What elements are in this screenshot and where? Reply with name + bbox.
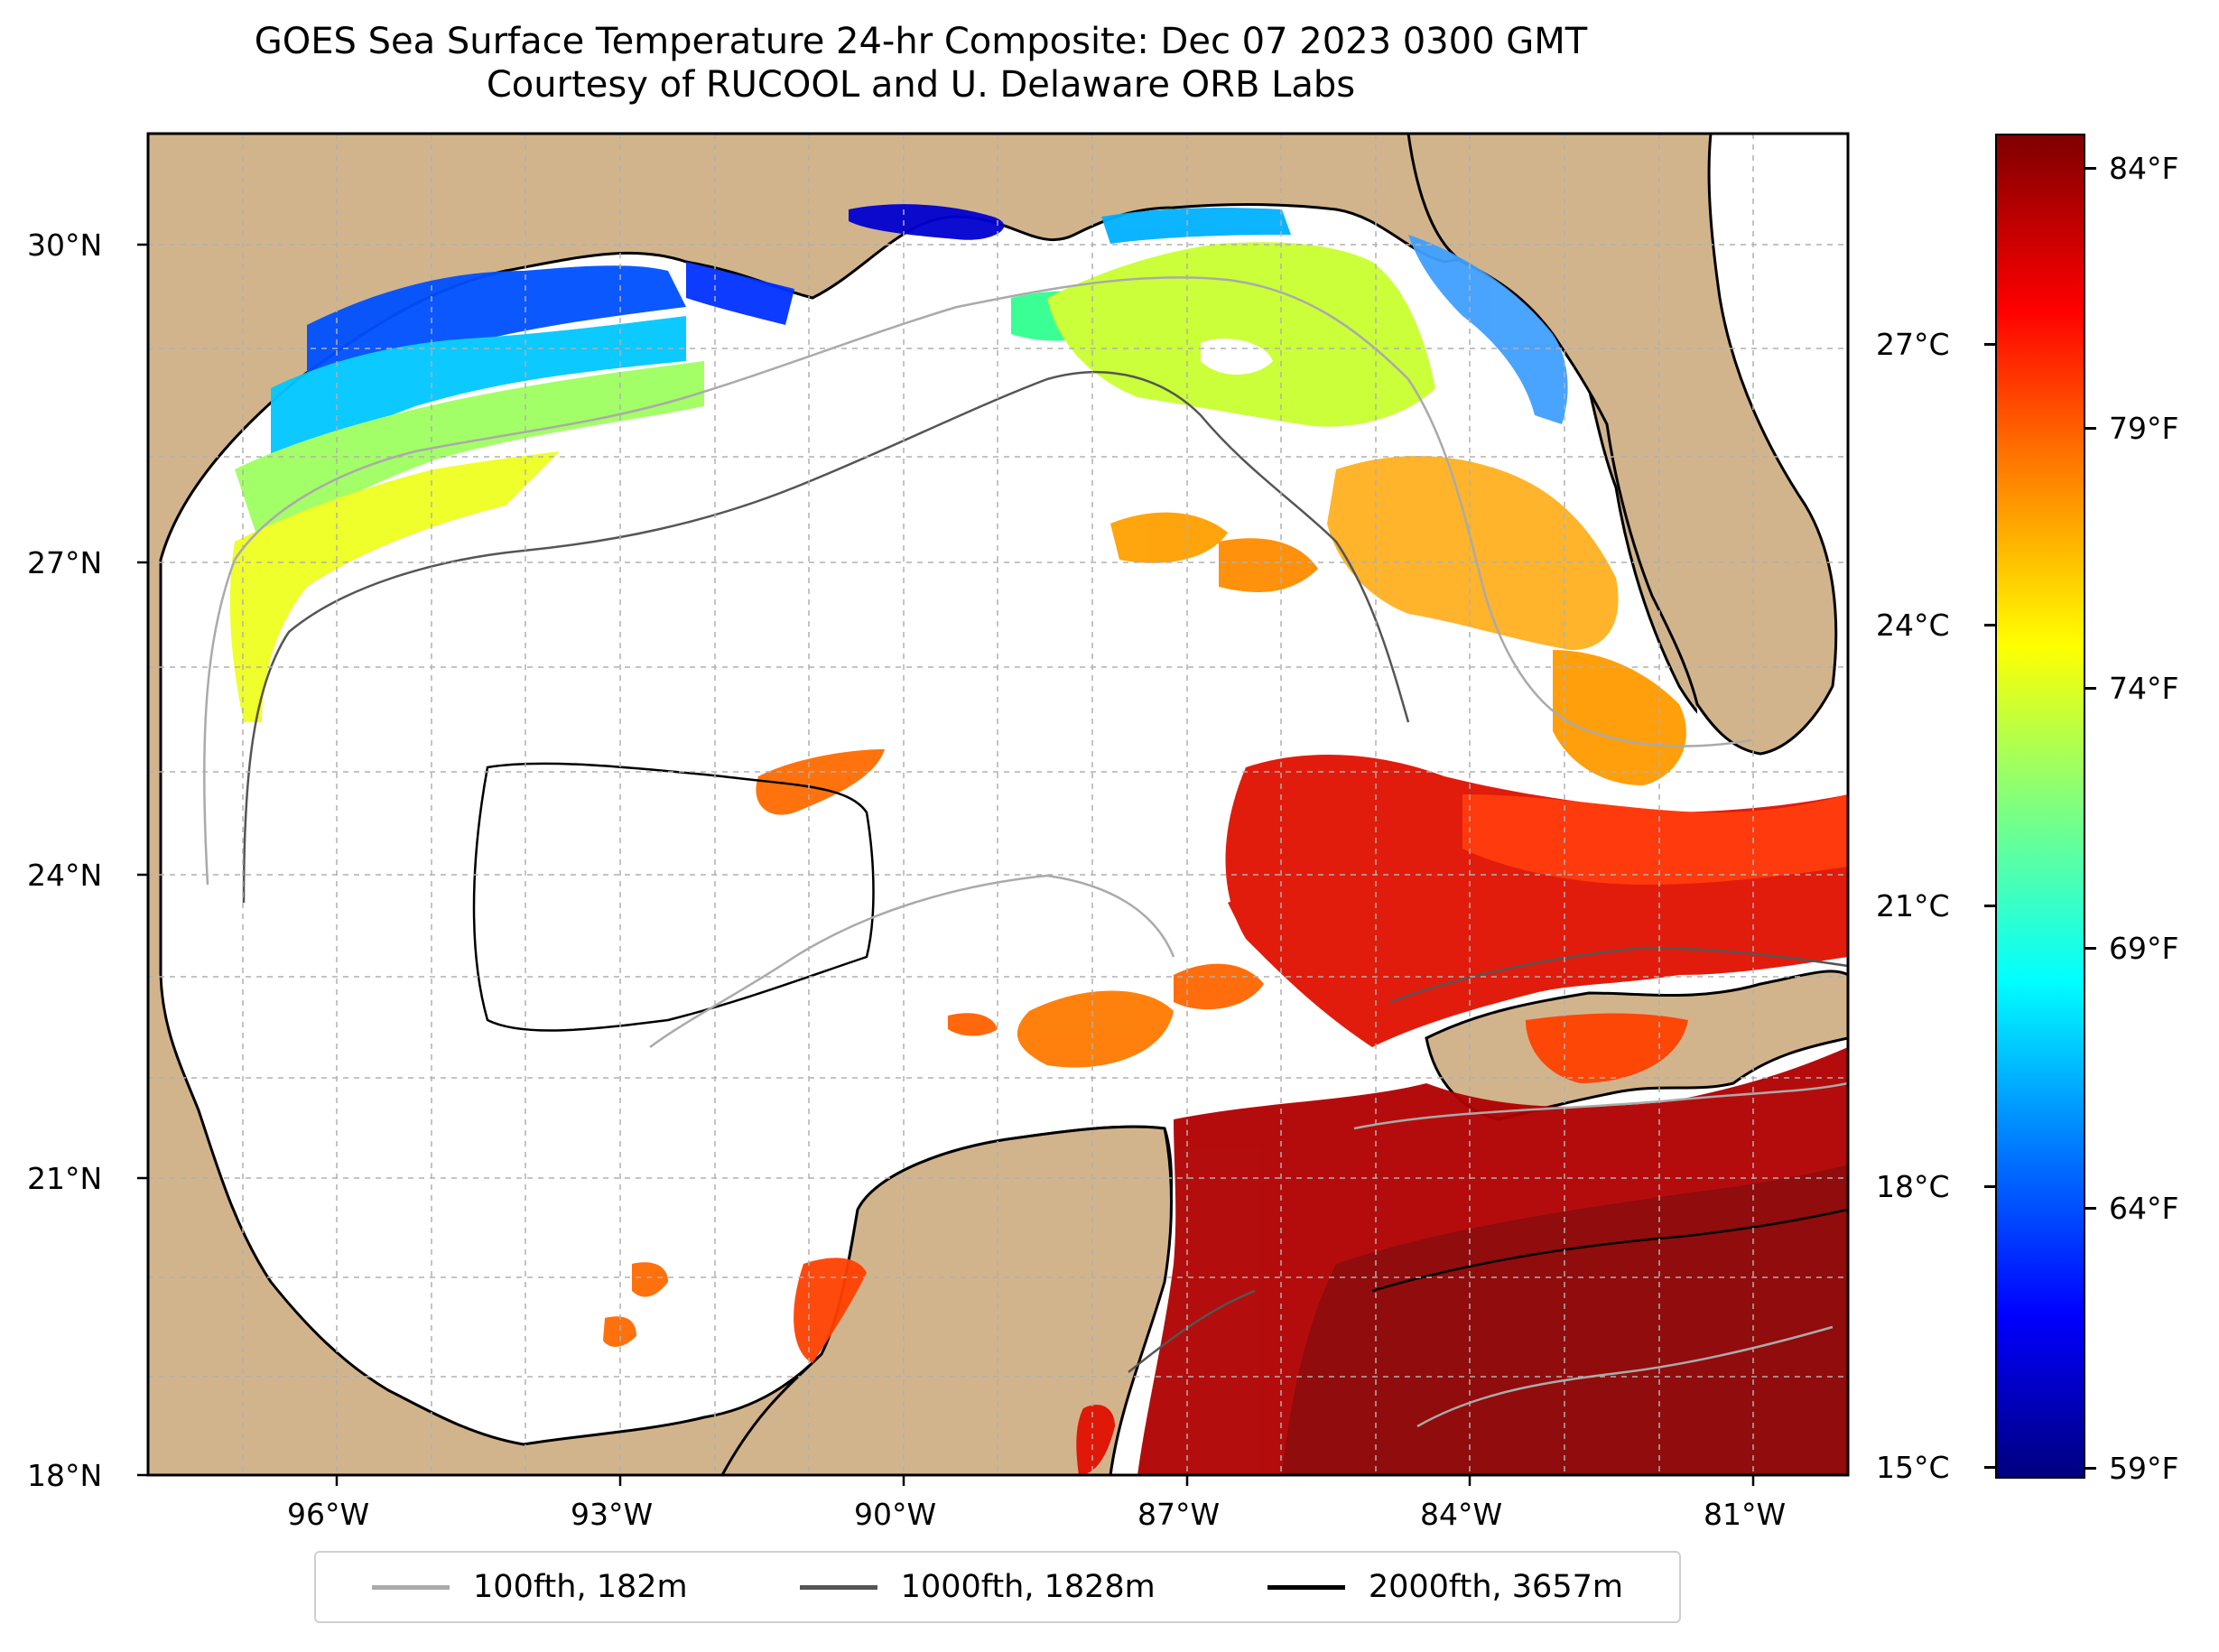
lon-label-84w: 84°W [1420, 1497, 1503, 1532]
legend-label-100fth: 100fth, 182m [473, 1569, 688, 1605]
yucatan-land [720, 1125, 1173, 1475]
cbar-label-79f: 79°F [2109, 411, 2179, 446]
title-line-2: Courtesy of RUCOOL and U. Delaware ORB L… [486, 64, 1356, 106]
lat-label-27n: 27°N [27, 545, 103, 580]
bathymetry-contours [203, 276, 1848, 1428]
cbar-tick-27c [1984, 343, 1995, 346]
cbar-tick-69f [2085, 947, 2096, 950]
cbar-label-74f: 74°F [2109, 671, 2179, 706]
cbar-label-59f: 59°F [2109, 1451, 2179, 1486]
cbar-tick-64f [2085, 1207, 2096, 1210]
temperature-colorbar [1995, 134, 2085, 1479]
legend-item-2000fth: 2000fth, 3657m [1267, 1569, 1623, 1605]
cbar-label-27c: 27°C [1876, 327, 1950, 362]
cbar-label-24c: 24°C [1876, 608, 1950, 643]
bathymetry-legend: 100fth, 182m 1000fth, 1828m 2000fth, 365… [314, 1551, 1681, 1623]
legend-line-100fth [372, 1584, 450, 1590]
lat-label-21n: 21°N [27, 1161, 103, 1196]
cbar-label-18c: 18°C [1876, 1169, 1950, 1204]
lat-label-24n: 24°N [27, 858, 103, 893]
cbar-tick-74f [2085, 687, 2096, 690]
graticule [148, 134, 1848, 1475]
cbar-label-15c: 15°C [1876, 1450, 1950, 1485]
cbar-tick-79f [2085, 427, 2096, 430]
legend-item-1000fth: 1000fth, 1828m [799, 1569, 1156, 1605]
lon-label-87w: 87°W [1137, 1497, 1221, 1532]
chart-title: GOES Sea Surface Temperature 24-hr Compo… [0, 20, 1842, 107]
cbar-label-21c: 21°C [1876, 888, 1950, 923]
lat-label-18n: 18°N [27, 1458, 103, 1493]
lon-label-96w: 96°W [287, 1497, 370, 1532]
cbar-label-64f: 64°F [2109, 1191, 2179, 1226]
legend-line-1000fth [799, 1584, 877, 1590]
legend-label-2000fth: 2000fth, 3657m [1368, 1569, 1623, 1605]
cbar-label-84f: 84°F [2109, 151, 2179, 186]
legend-label-1000fth: 1000fth, 1828m [900, 1569, 1156, 1605]
lon-label-90w: 90°W [854, 1497, 937, 1532]
legend-item-100fth: 100fth, 182m [372, 1569, 688, 1605]
cbar-tick-21c [1984, 905, 1995, 907]
title-line-1: GOES Sea Surface Temperature 24-hr Compo… [254, 21, 1588, 62]
cbar-tick-84f [2085, 167, 2096, 170]
legend-line-2000fth [1267, 1584, 1345, 1590]
florida-land [1407, 134, 1838, 756]
cbar-label-69f: 69°F [2109, 931, 2179, 966]
cbar-tick-18c [1984, 1185, 1995, 1188]
lon-label-93w: 93°W [571, 1497, 654, 1532]
lat-label-30n: 30°N [27, 227, 103, 263]
lon-label-81w: 81°W [1704, 1497, 1787, 1532]
axis-ticks [137, 243, 1755, 1486]
cbar-tick-59f [2085, 1467, 2096, 1470]
cbar-tick-24c [1984, 624, 1995, 626]
cbar-tick-15c [1984, 1466, 1995, 1469]
